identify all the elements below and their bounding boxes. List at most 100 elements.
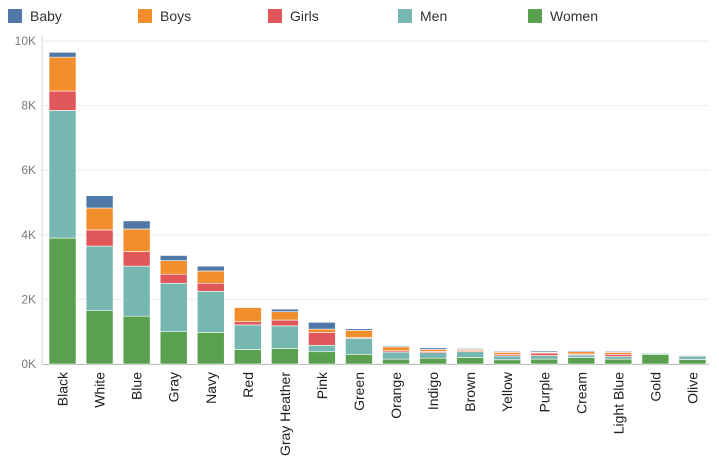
bar-segment-boys <box>567 351 596 355</box>
bar-segment-baby <box>196 265 225 272</box>
x-category-label: Pink <box>314 371 330 399</box>
x-category-label: Yellow <box>499 371 515 412</box>
bar-segment-men <box>345 338 373 355</box>
bar-segment-women <box>382 358 410 365</box>
bar-segment-women <box>641 354 670 365</box>
bar-segment-women <box>85 310 114 365</box>
bar-segment-girls <box>196 282 225 292</box>
bar-segment-girls <box>234 321 262 326</box>
y-tick-label: 6K <box>21 163 36 177</box>
legend-label: Girls <box>290 8 319 24</box>
bar-segment-baby <box>530 350 559 353</box>
x-category-label: White <box>92 372 108 408</box>
bar-segment-baby <box>85 195 114 209</box>
bar-segment-boys <box>48 56 77 92</box>
bar-segment-girls <box>159 273 188 284</box>
bar-segment-girls <box>271 319 299 327</box>
x-category-label: Light Blue <box>610 372 626 434</box>
legend-item-girls[interactable]: Girls <box>268 8 319 24</box>
bar-segment-baby <box>308 322 336 330</box>
bar-segment-boys <box>196 270 225 284</box>
bar-segment-women <box>604 358 633 365</box>
bar-segment-girls <box>48 90 77 111</box>
bar-segment-boys <box>159 260 188 275</box>
bar-segment-men <box>678 355 707 360</box>
bar-segment-boys <box>234 307 262 322</box>
x-category-label: Purple <box>536 372 552 413</box>
bar-segment-men <box>456 351 484 358</box>
chart-legend: Baby Boys Girls Men Women <box>0 0 719 34</box>
bar-segment-baby <box>345 328 373 331</box>
bar-segment-boys <box>345 330 373 338</box>
bar-segment-men <box>567 354 596 358</box>
bar-segment-baby <box>604 351 633 353</box>
x-category-label: Olive <box>684 372 700 404</box>
y-tick-label: 10K <box>15 34 36 48</box>
x-category-label: Brown <box>462 372 478 412</box>
bar-segment-men <box>159 282 188 333</box>
bar-segment-baby <box>419 347 447 350</box>
x-category-label: Green <box>351 372 367 411</box>
bar-segment-baby <box>122 220 151 230</box>
bar-segment-women <box>345 354 373 365</box>
legend-label: Men <box>420 8 448 24</box>
bar-segment-women <box>159 331 188 365</box>
x-category-label: Navy <box>203 372 219 404</box>
legend-label: Boys <box>160 8 192 24</box>
legend-swatch <box>8 9 22 23</box>
bar-segment-men <box>196 291 225 333</box>
bar-segment-men <box>308 344 336 353</box>
y-tick-label: 4K <box>21 228 36 242</box>
bar-segment-boys <box>122 228 151 252</box>
y-tick-label: 0K <box>21 357 36 371</box>
bar-segment-women <box>530 358 559 365</box>
legend-swatch <box>138 9 152 23</box>
x-category-label: Cream <box>573 372 589 414</box>
bar-segment-men <box>493 355 521 361</box>
bar-segment-men <box>234 324 262 350</box>
x-category-label: Gray Heather <box>277 372 293 456</box>
bar-segment-boys <box>382 346 410 352</box>
legend-item-women[interactable]: Women <box>528 8 598 24</box>
bar-segment-men <box>419 352 447 359</box>
legend-item-baby[interactable]: Baby <box>8 8 62 24</box>
legend-item-boys[interactable]: Boys <box>138 8 191 24</box>
bar-segment-girls <box>85 229 114 247</box>
bar-segment-boys <box>271 311 299 321</box>
bar-segment-women <box>678 359 707 365</box>
bar-segment-women <box>196 332 225 365</box>
bar-segment-women <box>271 348 299 365</box>
bar-segment-women <box>456 357 484 365</box>
bar-segment-boys <box>308 328 336 333</box>
x-category-label: Red <box>240 372 256 398</box>
legend-item-men[interactable]: Men <box>398 8 447 24</box>
legend-swatch <box>268 9 282 23</box>
bar-segment-girls <box>604 354 633 357</box>
bar-segment-men <box>604 356 633 360</box>
bar-segment-girls <box>530 352 559 356</box>
bar-segment-men <box>48 110 77 239</box>
bar-segment-baby <box>382 345 410 348</box>
bar-segment-men <box>122 265 151 317</box>
legend-swatch <box>398 9 412 23</box>
bar-segment-baby <box>678 353 707 355</box>
bar-segment-women <box>419 357 447 365</box>
bar-segment-women <box>122 315 151 365</box>
bar-segment-women <box>234 349 262 365</box>
y-tick-label: 8K <box>21 99 36 113</box>
bar-segment-women <box>567 357 596 365</box>
bar-segment-women <box>308 351 336 365</box>
bar-segment-baby <box>234 306 262 308</box>
bar-segment-baby <box>48 52 77 58</box>
bar-segment-girls <box>122 251 151 267</box>
bar-segment-boys <box>85 207 114 231</box>
legend-label: Baby <box>30 8 62 24</box>
legend-swatch <box>528 9 542 23</box>
x-category-label: Indigo <box>425 372 441 410</box>
bar-segment-men <box>382 351 410 360</box>
bar-segment-men <box>85 245 114 312</box>
bar-segment-baby <box>493 351 521 353</box>
bar-segment-men <box>271 325 299 349</box>
bar-segment-men <box>530 355 559 360</box>
bar-segment-baby <box>159 255 188 261</box>
